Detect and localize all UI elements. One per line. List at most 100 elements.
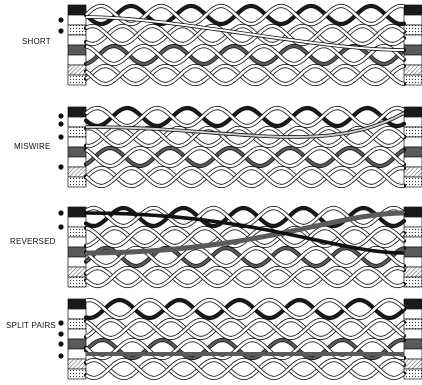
wire-4-core <box>85 318 405 340</box>
left-connector <box>67 4 87 86</box>
connector-pin-1 <box>67 206 87 218</box>
connector-pin-4 <box>67 136 87 148</box>
connector-pin-1 <box>67 298 87 310</box>
connector-pin-1 <box>67 106 87 118</box>
fault-indicator-dot <box>58 121 64 127</box>
right-connector <box>403 298 422 380</box>
connector-pin-2 <box>403 14 422 26</box>
connector-pin-3 <box>67 318 87 330</box>
wire-8-core <box>85 64 405 86</box>
connector-pin-7 <box>403 166 422 178</box>
connector-pin-8 <box>403 176 422 188</box>
connector-pin-6 <box>67 256 87 268</box>
connector-pin-5 <box>67 338 87 350</box>
connector-pin-3 <box>67 226 87 238</box>
reversed-wire-b <box>85 211 405 255</box>
connector-pin-7 <box>67 358 87 370</box>
twisted-pairs <box>83 3 407 87</box>
wire-5-core <box>85 246 405 268</box>
fault-indicator-dot <box>58 28 64 34</box>
connector-pin-8 <box>403 276 422 288</box>
connector-pin-3 <box>67 24 87 36</box>
fault-indicator-dot <box>58 164 64 170</box>
connector-pin-6 <box>403 256 422 268</box>
connector-pin-5 <box>67 246 87 258</box>
connector-pin-8 <box>403 74 422 86</box>
wire-3-core <box>85 226 405 248</box>
connector-pin-3 <box>403 226 422 238</box>
wire-1-core <box>85 298 405 320</box>
connector-pin-7 <box>67 166 87 178</box>
miswire-wire-core <box>85 112 405 138</box>
wire-6-core <box>85 44 405 66</box>
panel-label: MISWIRE <box>14 142 51 151</box>
connector-pin-2 <box>403 116 422 128</box>
fault-indicator-dot <box>58 353 64 359</box>
connector-pin-1 <box>403 206 422 218</box>
right-connector <box>403 106 422 188</box>
connector-pin-1 <box>403 298 422 310</box>
fault-indicator-dot <box>58 341 64 347</box>
connector-pin-7 <box>67 266 87 278</box>
connector-pin-4 <box>67 236 87 248</box>
wire-6-core <box>85 146 405 168</box>
twisted-pairs <box>83 105 407 189</box>
wire-3-core <box>85 24 405 46</box>
connector-pin-2 <box>403 216 422 228</box>
connector-pin-1 <box>67 4 87 16</box>
connector-pin-3 <box>67 126 87 138</box>
wire-8-core <box>85 358 405 380</box>
wire-6-core <box>85 246 405 268</box>
left-connector <box>67 206 87 288</box>
short-wire-core <box>85 16 405 51</box>
connector-pin-8 <box>403 368 422 380</box>
connector-pin-1 <box>403 106 422 118</box>
connector-pin-6 <box>67 54 87 66</box>
fault-indicator-dot <box>58 331 64 337</box>
connector-pin-6 <box>67 348 87 360</box>
connector-pin-4 <box>403 34 422 46</box>
connector-pin-6 <box>67 156 87 168</box>
wire-7-core <box>85 166 405 188</box>
panels-layer <box>58 3 422 381</box>
connector-pin-7 <box>403 358 422 370</box>
connector-pin-1 <box>403 4 422 16</box>
left-connector <box>67 106 87 188</box>
connector-pin-5 <box>403 338 422 350</box>
wire-8-core <box>85 266 405 288</box>
fault-indicator-dot <box>58 113 64 119</box>
connector-pin-5 <box>403 146 422 158</box>
fault-wire <box>85 15 405 52</box>
connector-pin-4 <box>67 328 87 340</box>
connector-pin-4 <box>67 34 87 46</box>
right-connector <box>403 206 422 288</box>
connector-pin-3 <box>403 126 422 138</box>
connector-pin-4 <box>403 136 422 148</box>
connector-pin-4 <box>403 328 422 340</box>
fault-wire <box>85 111 405 139</box>
connector-pin-2 <box>67 216 87 228</box>
connector-pin-2 <box>67 116 87 128</box>
panel-label: SHORT <box>22 37 51 46</box>
twisted-pairs <box>83 297 407 381</box>
panel-miswire <box>58 105 422 189</box>
panel-reversed <box>58 205 422 289</box>
connector-pin-7 <box>403 266 422 278</box>
wire-2-core <box>85 106 405 128</box>
connector-pin-5 <box>67 44 87 56</box>
fault-wire <box>85 210 405 256</box>
wire-1-core <box>85 4 405 26</box>
connector-pin-5 <box>403 44 422 56</box>
wire-4-core <box>85 24 405 46</box>
panel-short <box>58 3 422 87</box>
wire-2-core <box>85 298 405 320</box>
fault-indicator-dot <box>58 320 64 326</box>
wire-7-core <box>85 64 405 86</box>
connector-pin-2 <box>67 14 87 26</box>
connector-pin-8 <box>67 74 87 86</box>
wire-8-core <box>85 166 405 188</box>
panel-split-pairs <box>58 297 422 381</box>
connector-pin-6 <box>403 54 422 66</box>
connector-pin-7 <box>67 64 87 76</box>
